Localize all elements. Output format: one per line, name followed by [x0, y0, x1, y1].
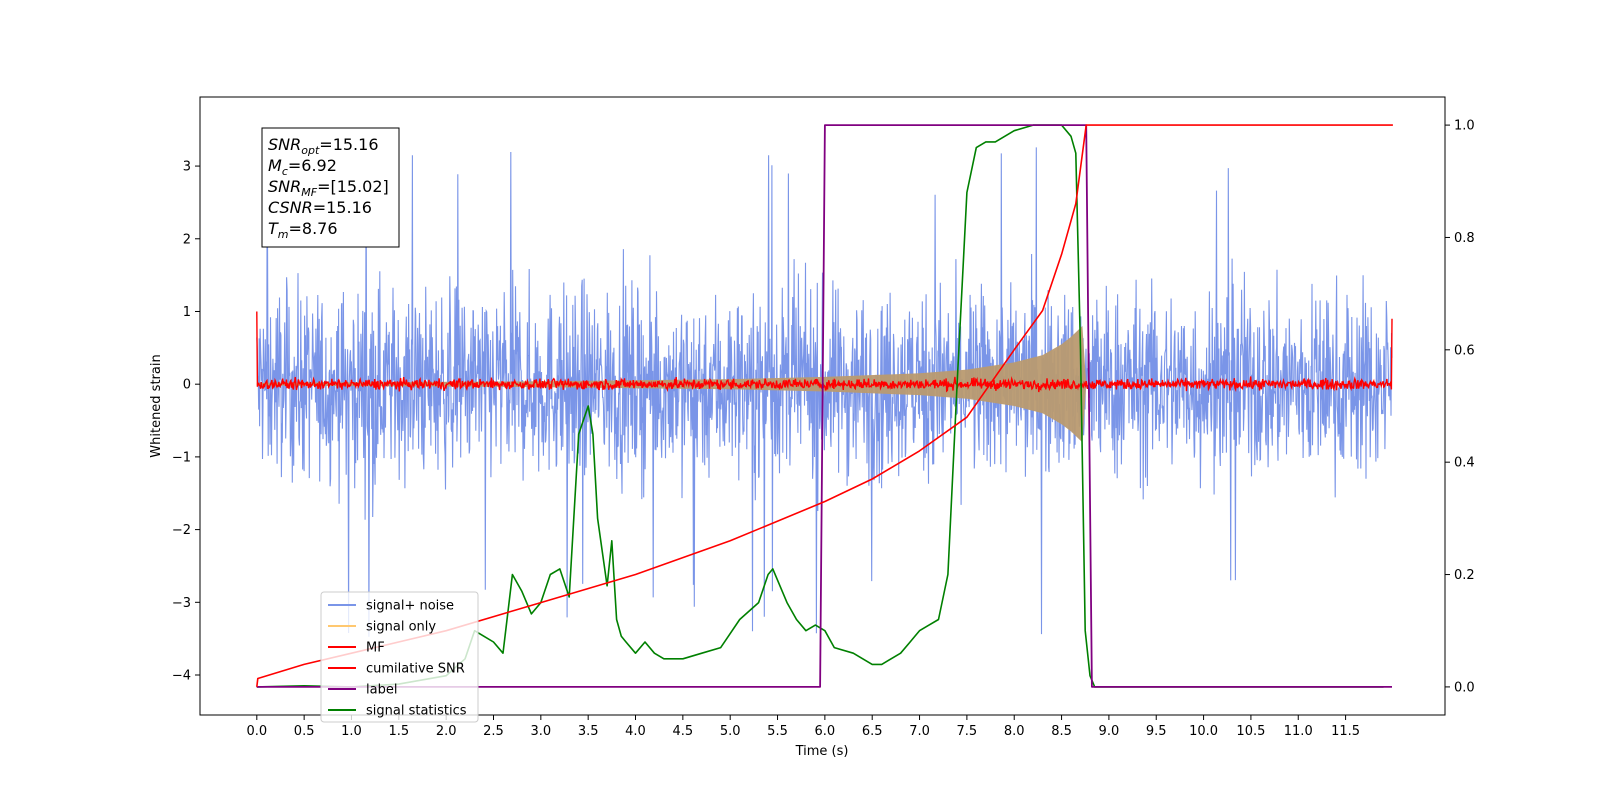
- x-tick-label: 10.5: [1236, 724, 1265, 739]
- y-tick-label: −4: [172, 669, 191, 684]
- y2-tick-label: 0.6: [1454, 343, 1475, 358]
- y-tick-label: −2: [172, 523, 191, 538]
- y-tick-label: 0: [183, 378, 191, 393]
- legend-label: MF: [366, 641, 385, 656]
- legend: signal+ noise signal only MF cumilative SNR…: [320, 591, 479, 723]
- plot-frame: [199, 96, 1446, 716]
- x-tick-label: 4.0: [625, 724, 646, 739]
- series-label: [256, 124, 1392, 688]
- annotation-line: CSNR=15.16: [268, 198, 372, 217]
- x-tick-label: 1.5: [388, 724, 409, 739]
- annotation-line: SNRopt=15.16: [268, 135, 379, 157]
- x-tick-label: 8.5: [1051, 724, 1072, 739]
- legend-label: signal statistics: [366, 704, 467, 719]
- y-axis-title: Whitened strain: [149, 354, 164, 457]
- y2-tick-label: 0.0: [1454, 680, 1475, 695]
- series-mf: [256, 311, 1393, 393]
- x-tick-label: 6.0: [815, 724, 836, 739]
- y2-tick-label: 0.8: [1454, 231, 1475, 246]
- x-tick-label: 0.0: [246, 724, 267, 739]
- annotation-line: Tm=8.76: [268, 219, 338, 241]
- x-tick-label: 8.0: [1004, 724, 1025, 739]
- x-tick-label: 7.5: [957, 724, 978, 739]
- y-axis-right: 1.0 0.8 0.6 0.4 0.2 0.0: [1445, 119, 1475, 695]
- x-tick-label: 2.5: [483, 724, 504, 739]
- annotation-line: Mc=6.92: [268, 156, 337, 178]
- y-tick-label: −1: [172, 450, 191, 465]
- y-tick-label: 3: [183, 160, 191, 175]
- x-tick-label: 9.5: [1146, 724, 1167, 739]
- x-tick-label: 3.5: [578, 724, 599, 739]
- x-tick-label: 2.0: [436, 724, 457, 739]
- x-tick-label: 9.0: [1099, 724, 1120, 739]
- annotation-line: SNRMF=[15.02]: [268, 177, 389, 199]
- metrics-annotation-box: SNRopt=15.16Mc=6.92SNRMF=[15.02]CSNR=15.…: [261, 127, 400, 248]
- x-tick-label: 1.0: [341, 724, 362, 739]
- y-tick-label: 1: [183, 305, 191, 320]
- x-tick-label: 7.0: [909, 724, 930, 739]
- y2-tick-label: 0.2: [1454, 568, 1475, 583]
- legend-label: label: [366, 683, 397, 698]
- y-axis-left: 3 2 1 0 −1 −2 −3 −4: [172, 160, 200, 684]
- y-tick-label: −3: [172, 596, 191, 611]
- y2-tick-label: 1.0: [1454, 119, 1475, 134]
- x-tick-label: 3.0: [530, 724, 551, 739]
- legend-label: cumilative SNR: [366, 662, 465, 677]
- annotation-frame: [261, 127, 400, 248]
- x-tick-label: 4.5: [673, 724, 694, 739]
- x-axis-title: Time (s): [795, 744, 849, 759]
- x-tick-label: 10.0: [1189, 724, 1218, 739]
- y-tick-label: 2: [183, 232, 191, 247]
- x-tick-label: 11.5: [1331, 724, 1360, 739]
- x-tick-label: 0.5: [294, 724, 315, 739]
- x-tick-label: 5.5: [767, 724, 788, 739]
- legend-label: signal+ noise: [366, 599, 454, 614]
- x-tick-label: 5.0: [720, 724, 741, 739]
- x-tick-label: 6.5: [862, 724, 883, 739]
- legend-label: signal only: [366, 620, 436, 635]
- x-tick-label: 11.0: [1284, 724, 1313, 739]
- y2-tick-label: 0.4: [1454, 456, 1475, 471]
- x-axis: 0.0 0.5 1.0 1.5 2.0 2.5 3.0 3.5 4.0 4.5 5.0 5.5 6.0 6…: [246, 715, 1360, 739]
- legend-frame: [320, 591, 479, 723]
